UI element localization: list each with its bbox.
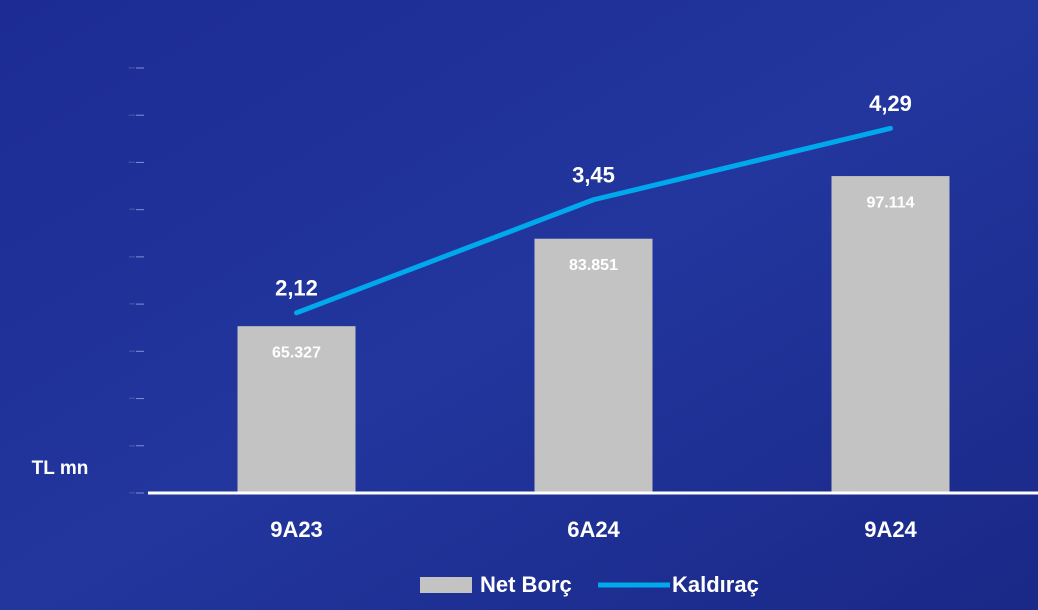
y-tick-label: 40000 [129, 444, 135, 447]
y-tick-label: 30000 [129, 493, 135, 495]
y-axis-label: TL mn [32, 458, 89, 479]
bar-value-label: 97.114 [866, 194, 914, 211]
y-tick-label: 70000 [129, 304, 135, 306]
legend-label: Kaldıraç [672, 572, 759, 597]
bar-value-label: 83.851 [569, 257, 618, 274]
x-tick-label: 6A24 [567, 517, 620, 542]
x-tick-label: 9A24 [864, 517, 917, 542]
line-value-label: 4,29 [869, 91, 912, 116]
y-tick-label: 80000 [129, 256, 135, 258]
bar [535, 239, 653, 493]
line-value-label: 3,45 [572, 163, 615, 188]
y-tick-label: 60000 [129, 351, 135, 353]
legend-label: Net Borç [480, 572, 572, 597]
y-tick-label: 50000 [129, 398, 135, 400]
y-tick-label: 100000 [128, 162, 136, 164]
bar [832, 176, 950, 493]
page: {"chart_data": { "type": "bar", "y_axis_… [0, 0, 1038, 610]
x-tick-label: 9A23 [270, 517, 323, 542]
chart: TL mn 30000 40000 50000 60000 70000 80000 9000… [0, 0, 1038, 610]
y-tick-label: 90000 [129, 209, 135, 211]
line-value-label: 2,12 [275, 276, 318, 301]
y-tick-label: 110000 [128, 115, 135, 117]
bar-value-label: 65.327 [272, 344, 321, 361]
y-tick-label: 120000 [128, 68, 136, 70]
legend-swatch [420, 577, 472, 593]
